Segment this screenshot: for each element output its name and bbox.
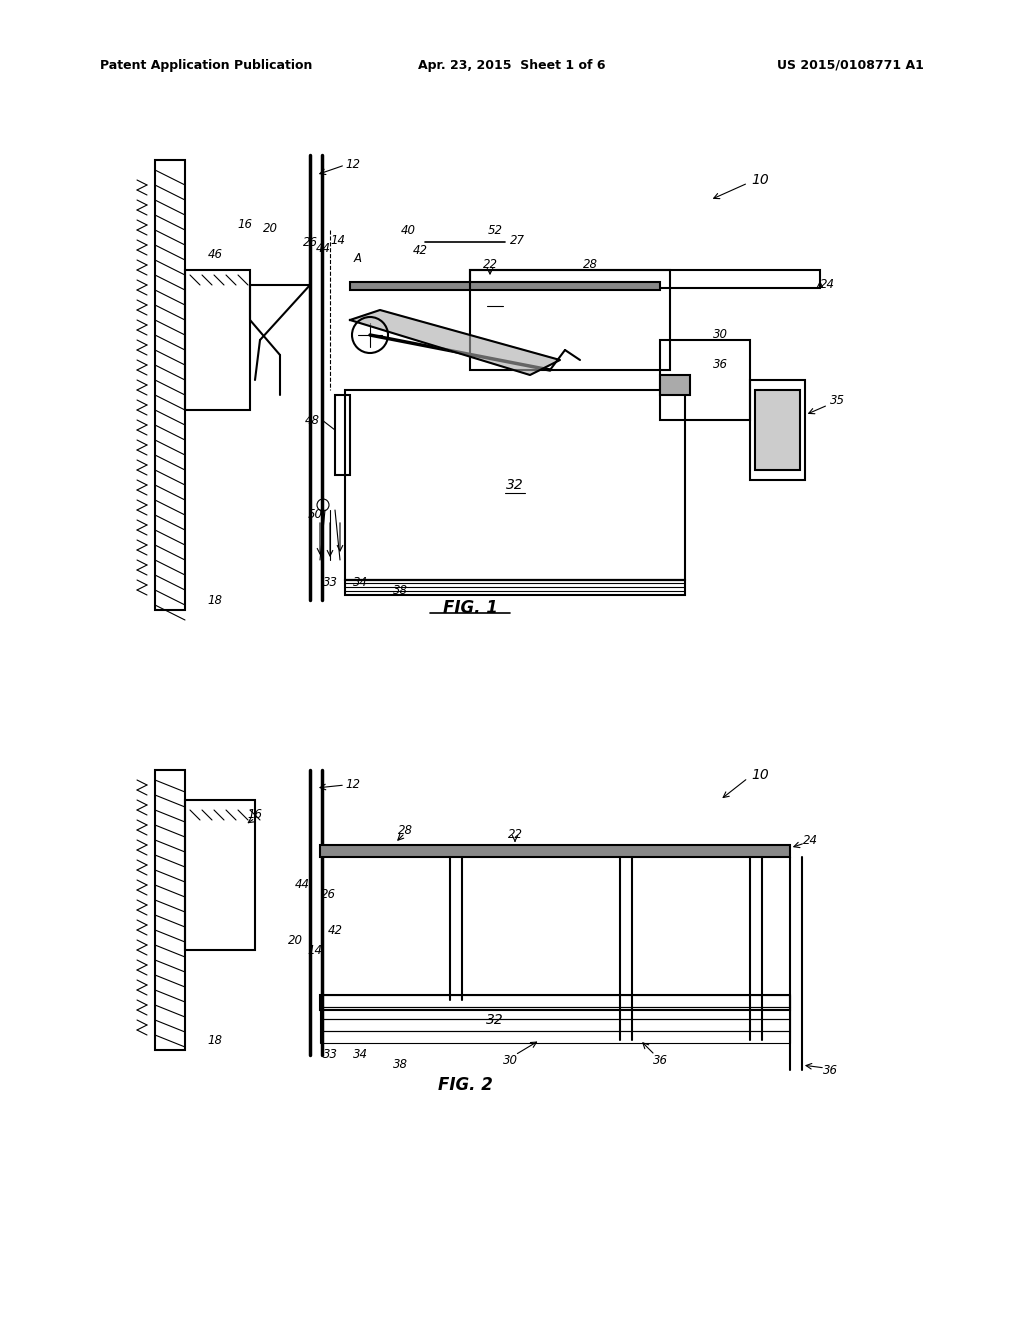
Text: 33: 33 bbox=[323, 577, 338, 590]
Bar bbox=[319, 1031, 790, 1043]
Bar bbox=[750, 380, 805, 480]
Text: 42: 42 bbox=[413, 243, 427, 256]
Text: 36: 36 bbox=[713, 359, 727, 371]
Text: 10: 10 bbox=[752, 768, 769, 781]
Text: 22: 22 bbox=[482, 259, 498, 272]
Text: 28: 28 bbox=[583, 259, 597, 272]
Bar bbox=[470, 271, 820, 288]
Text: 10: 10 bbox=[752, 173, 769, 187]
Text: A: A bbox=[354, 252, 362, 264]
Bar bbox=[470, 271, 670, 370]
Bar bbox=[185, 800, 255, 950]
Text: 12: 12 bbox=[345, 158, 360, 172]
Bar bbox=[335, 395, 350, 475]
Bar bbox=[345, 579, 685, 595]
Bar bbox=[660, 341, 750, 420]
Text: 34: 34 bbox=[352, 1048, 368, 1061]
Text: 24: 24 bbox=[803, 833, 817, 846]
Text: 18: 18 bbox=[208, 594, 222, 606]
Text: FIG. 2: FIG. 2 bbox=[437, 1076, 493, 1094]
Polygon shape bbox=[350, 310, 560, 375]
Text: 52: 52 bbox=[487, 223, 503, 236]
Text: 36: 36 bbox=[652, 1053, 668, 1067]
Text: 46: 46 bbox=[208, 248, 222, 261]
Text: 30: 30 bbox=[713, 329, 727, 342]
Text: 16: 16 bbox=[238, 219, 253, 231]
Text: 34: 34 bbox=[352, 577, 368, 590]
Bar bbox=[155, 160, 185, 610]
Text: 12: 12 bbox=[345, 779, 360, 792]
Text: 28: 28 bbox=[397, 824, 413, 837]
Text: 44: 44 bbox=[315, 242, 331, 255]
Text: 32: 32 bbox=[486, 1012, 504, 1027]
Text: 22: 22 bbox=[508, 829, 522, 842]
Text: 44: 44 bbox=[295, 879, 310, 891]
Text: Apr. 23, 2015  Sheet 1 of 6: Apr. 23, 2015 Sheet 1 of 6 bbox=[418, 58, 606, 71]
Text: US 2015/0108771 A1: US 2015/0108771 A1 bbox=[777, 58, 924, 71]
Text: 48: 48 bbox=[305, 413, 319, 426]
Text: 38: 38 bbox=[392, 1059, 408, 1072]
Text: 33: 33 bbox=[323, 1048, 338, 1061]
Bar bbox=[185, 271, 250, 411]
Bar bbox=[660, 375, 690, 395]
Text: 14: 14 bbox=[331, 234, 345, 247]
Bar bbox=[755, 389, 800, 470]
Bar bbox=[319, 1019, 790, 1031]
Text: 14: 14 bbox=[307, 944, 323, 957]
Text: 36: 36 bbox=[822, 1064, 838, 1077]
Bar bbox=[319, 995, 790, 1010]
Text: 50: 50 bbox=[307, 508, 323, 521]
Bar bbox=[319, 1007, 790, 1019]
Text: 42: 42 bbox=[328, 924, 342, 936]
Text: 40: 40 bbox=[400, 223, 416, 236]
Text: 16: 16 bbox=[248, 808, 262, 821]
Text: 20: 20 bbox=[262, 222, 278, 235]
Text: 20: 20 bbox=[288, 933, 302, 946]
Text: 18: 18 bbox=[208, 1034, 222, 1047]
Text: 26: 26 bbox=[302, 235, 317, 248]
Text: 38: 38 bbox=[392, 583, 408, 597]
Text: 35: 35 bbox=[830, 393, 845, 407]
Bar bbox=[155, 770, 185, 1049]
Text: 26: 26 bbox=[321, 888, 336, 902]
Bar bbox=[319, 845, 790, 857]
Text: Patent Application Publication: Patent Application Publication bbox=[100, 58, 312, 71]
Text: 30: 30 bbox=[503, 1053, 517, 1067]
Bar bbox=[319, 995, 790, 1007]
Bar bbox=[350, 282, 660, 290]
Text: 27: 27 bbox=[510, 234, 524, 247]
Text: 24: 24 bbox=[820, 279, 835, 292]
Text: FIG. 1: FIG. 1 bbox=[442, 599, 498, 616]
Bar bbox=[345, 389, 685, 579]
Text: 32: 32 bbox=[506, 478, 524, 492]
